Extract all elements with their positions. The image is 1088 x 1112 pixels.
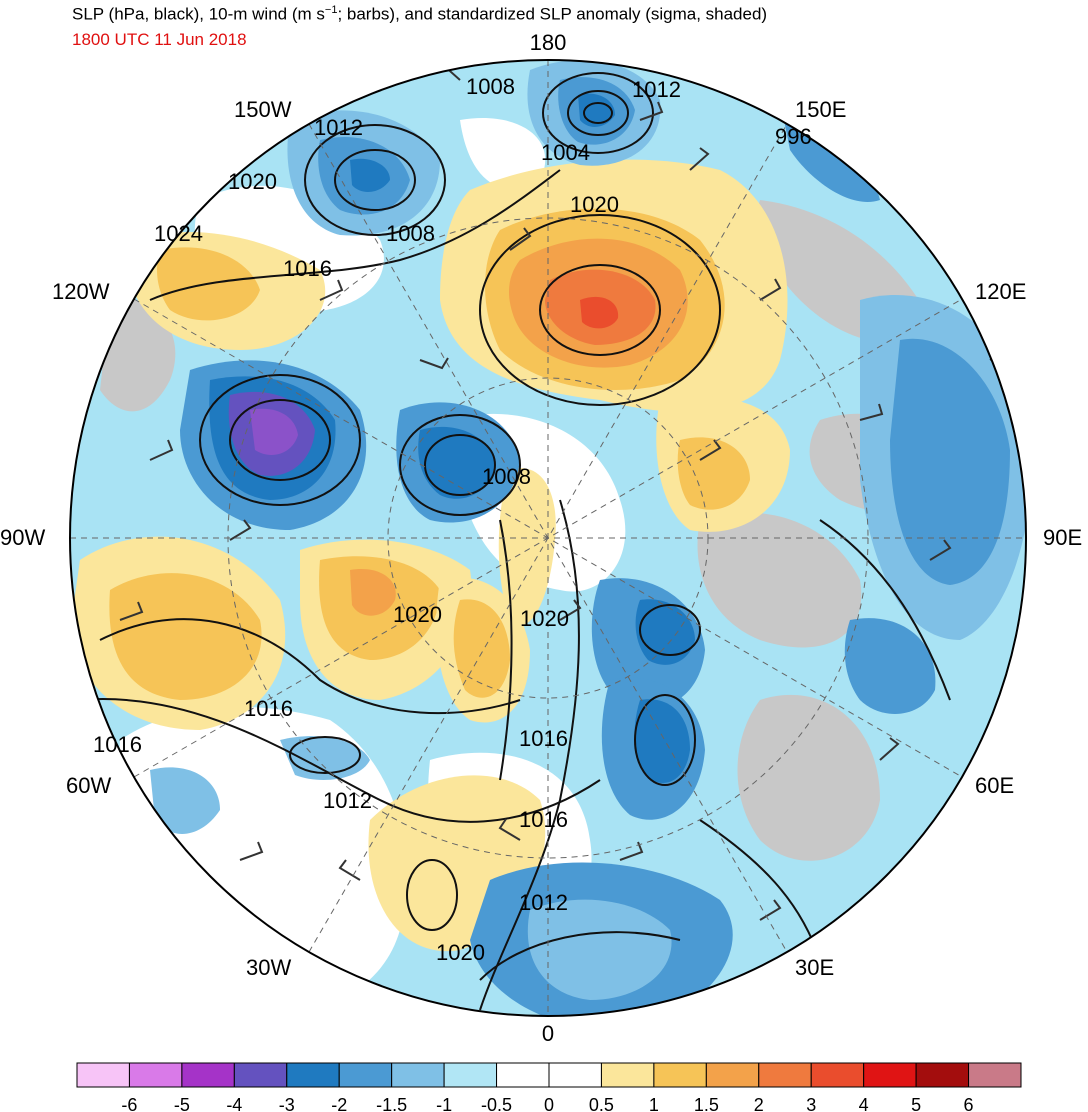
isobar-label: 1012 [314,115,363,140]
map-title: SLP (hPa, black), 10-m wind (m s−1; barb… [72,4,768,24]
isobar-label: 1004 [541,140,590,165]
isobar-label: 1020 [520,606,569,631]
isobar-label: 1016 [519,807,568,832]
colorbar-tick-label: -1 [436,1095,452,1112]
lon-label: 0 [542,1021,554,1046]
colorbar-swatch [863,1062,917,1088]
colorbar-swatch [600,1062,655,1088]
colorbar-tick-label: -5 [174,1095,190,1112]
colorbar-tick-label: 1 [649,1095,659,1112]
valid-time: 1800 UTC 11 Jun 2018 [72,30,247,49]
isobar-label: 1020 [228,169,277,194]
lon-label: 120E [975,279,1026,304]
colorbar-tick-label: 4 [859,1095,869,1112]
isobar-label: 1016 [93,732,142,757]
lon-label: 90W [0,525,45,550]
lon-label: 180 [530,30,567,55]
longitude-labels: 180 150E 120E 90E 60E 30E 0 30W 60W 90W … [0,30,1082,1046]
colorbar-tick-label: 0.5 [589,1095,614,1112]
colorbar-swatch [653,1062,707,1088]
colorbar-swatch [391,1062,445,1088]
colorbar-swatch [968,1062,1022,1088]
colorbar-swatch [181,1062,235,1088]
colorbar-tick-label: 6 [964,1095,974,1112]
colorbar-swatch [705,1062,760,1088]
colorbar-swatch [286,1062,340,1088]
colorbar-tick-label: -6 [121,1095,137,1112]
colorbar-tick-label: 3 [806,1095,816,1112]
colorbar-tick-label: -3 [279,1095,295,1112]
colorbar-tick-label: -1.5 [376,1095,407,1112]
colorbar-tick-label: -4 [226,1095,242,1112]
isobar-labels: 1008 1012 996 1012 1004 1020 1008 1016 1… [93,74,812,965]
colorbar-tick-label: 1.5 [694,1095,719,1112]
colorbar-swatch [915,1062,970,1088]
isobar-label: 1012 [519,890,568,915]
isobar-label: 1012 [632,77,681,102]
colorbar-tick-label: 5 [911,1095,921,1112]
isobar-label: 1020 [570,192,619,217]
colorbar-tick-label: -2 [331,1095,347,1112]
isobar-label: 996 [775,124,812,149]
lon-label: 30E [795,955,834,980]
colorbar-swatch [76,1062,130,1088]
isobar-contours [79,72,951,1011]
colorbar-tick-label: -0.5 [481,1095,512,1112]
colorbar-swatch [548,1062,602,1088]
colorbar-swatch [758,1062,812,1088]
lon-label: 90E [1043,525,1082,550]
colorbar-swatch [443,1062,498,1088]
map-border [69,59,1027,1017]
isobar-label: 1016 [244,696,293,721]
colorbar-swatch [128,1062,183,1088]
map-disc [70,60,1026,1016]
isobar-label: 1008 [386,221,435,246]
isobar-label: 1024 [154,221,203,246]
colorbar-tick-label: 2 [754,1095,764,1112]
isobar-label: 1016 [283,256,332,281]
colorbar: -6 -5 -4 -3 -2 -1.5 -1 -0.5 0 0.5 1 1.5 2 3 4 5 6 [76,1062,1022,1112]
isobar-label: 1008 [482,464,531,489]
lon-label: 30W [246,955,291,980]
lon-label: 60W [66,773,111,798]
colorbar-swatch [338,1062,393,1088]
lon-label: 60E [975,773,1014,798]
lon-label: 150E [795,97,846,122]
isobar-label: 1020 [393,602,442,627]
colorbar-swatch [810,1062,865,1088]
isobar-label: 1008 [466,74,515,99]
lon-label: 150W [234,97,292,122]
colorbar-swatch [233,1062,288,1088]
colorbar-swatch [496,1062,550,1088]
graticule [70,60,1026,1016]
anomaly-shading [70,60,1026,1016]
isobar-label: 1012 [323,788,372,813]
isobar-label: 1016 [519,726,568,751]
lon-label: 120W [52,279,110,304]
isobar-label: 1020 [436,940,485,965]
colorbar-tick-label: 0 [544,1095,554,1112]
